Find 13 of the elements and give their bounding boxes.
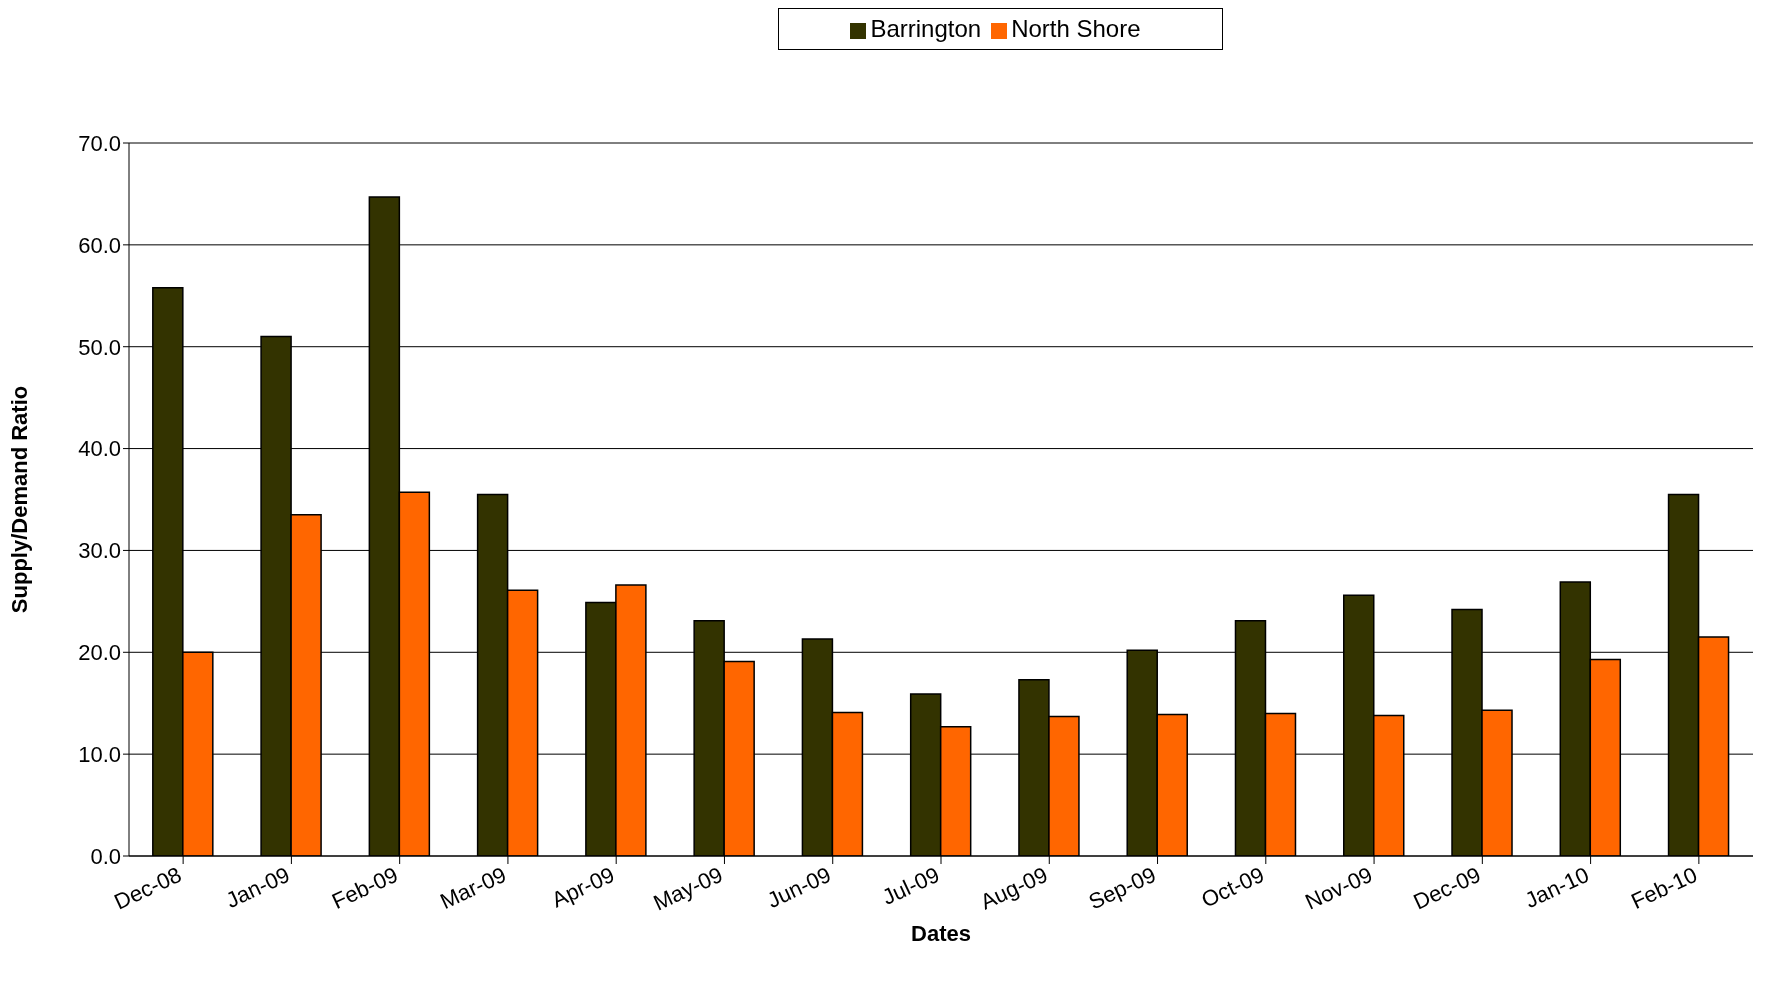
legend-label: Barrington <box>870 15 982 42</box>
y-tick-label: 60.0 <box>78 232 121 258</box>
y-tick-label: 30.0 <box>78 538 121 564</box>
y-tick-label: 40.0 <box>78 436 121 462</box>
y-tick-label: 10.0 <box>78 741 121 767</box>
legend-label: North Shore <box>1011 15 1141 42</box>
y-tick-label: 20.0 <box>78 640 121 666</box>
x-tick-label: Jul-09 <box>878 861 944 910</box>
y-axis-title: Supply/Demand Ratio <box>6 385 32 614</box>
y-tick-label: 0.0 <box>90 843 121 869</box>
y-tick-label: 50.0 <box>78 334 121 360</box>
x-axis-title: Dates <box>911 921 971 946</box>
y-tick-label: 70.0 <box>78 130 121 156</box>
